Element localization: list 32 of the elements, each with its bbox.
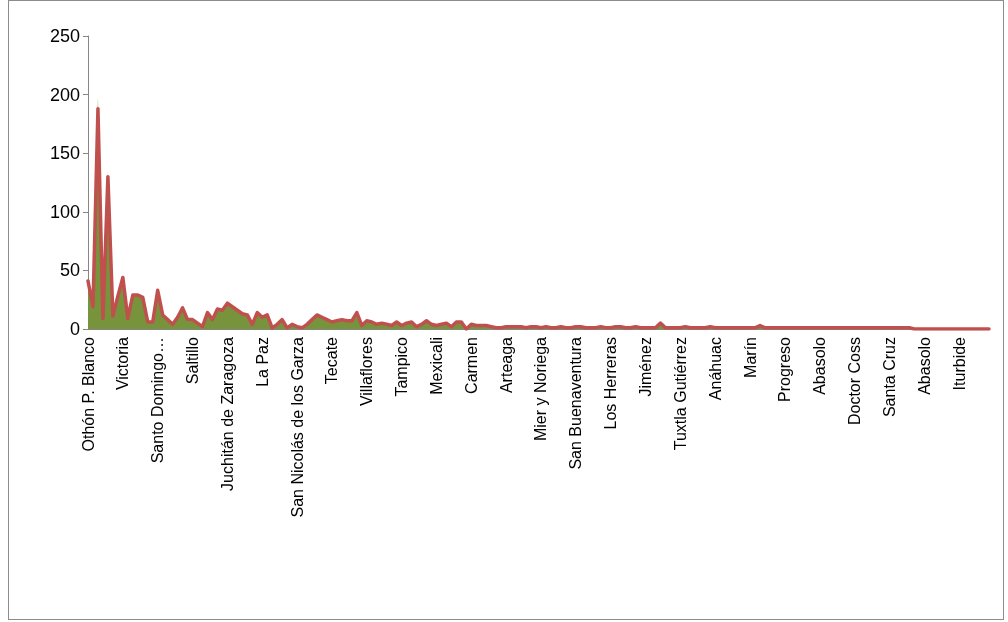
- x-tick-label: Villaflores: [358, 337, 376, 407]
- x-tick-label: Victoria: [114, 336, 132, 391]
- y-tick-label: 150: [49, 143, 80, 164]
- y-tick-label: 50: [59, 260, 80, 281]
- x-tick-label: Los Herreras: [602, 337, 620, 430]
- x-tick-label: Saltillo: [184, 336, 202, 385]
- x-tick-label: Tuxtla Gutiérrez: [671, 337, 689, 451]
- x-tick-label: Doctor Coss: [846, 337, 864, 426]
- y-tick-label: 100: [49, 201, 80, 222]
- x-tick-label: Abasolo: [915, 336, 933, 395]
- y-tick-label: 200: [49, 84, 80, 105]
- x-tick-label: San Nicolás de los Garza: [288, 336, 306, 518]
- x-tick-label: Iturbide: [950, 336, 968, 391]
- y-tick-label: 0: [69, 319, 80, 339]
- x-tick-label: Tampico: [393, 336, 411, 397]
- x-tick-label: Jiménez: [637, 337, 655, 397]
- x-tick-label: Abasolo: [811, 336, 829, 395]
- x-tick-label: La Paz: [253, 337, 271, 387]
- x-tick-label: Mexicali: [427, 337, 445, 395]
- x-tick-label: Anáhuac: [706, 337, 724, 401]
- x-tick-label: Mier y Noriega: [532, 336, 550, 442]
- x-tick-label: Tecate: [323, 336, 341, 385]
- x-tick-label: San Buenaventura: [567, 336, 585, 470]
- x-tick-label: Progreso: [776, 336, 794, 402]
- x-tick-label: Santa Cruz: [880, 337, 898, 418]
- x-tick-label: Othón P. Blanco: [79, 336, 97, 452]
- x-tick-label: Carmen: [462, 337, 480, 394]
- x-tick-label: Arteaga: [497, 336, 515, 394]
- y-tick-label: 250: [49, 26, 80, 46]
- x-tick-label: Juchitán de Zaragoza: [218, 336, 236, 491]
- x-tick-label: Marín: [741, 337, 759, 378]
- x-tick-label: Santo Domingo…: [149, 337, 167, 464]
